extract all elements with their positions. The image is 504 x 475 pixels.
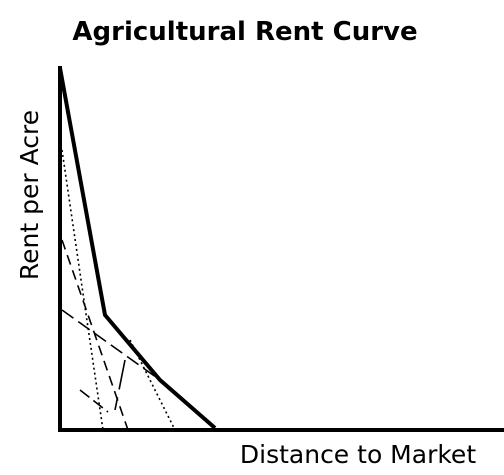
dashed-line bbox=[61, 309, 161, 381]
dotted-line bbox=[61, 149, 104, 431]
x-axis-label: Distance to Market bbox=[240, 440, 476, 469]
dashed-line bbox=[79, 389, 109, 413]
y-axis-label: Rent per Acre bbox=[15, 110, 44, 280]
rent-curve bbox=[58, 67, 217, 430]
dashed-line bbox=[114, 359, 126, 411]
title: Agricultural Rent Curve bbox=[72, 17, 417, 47]
component-lines bbox=[61, 149, 176, 431]
